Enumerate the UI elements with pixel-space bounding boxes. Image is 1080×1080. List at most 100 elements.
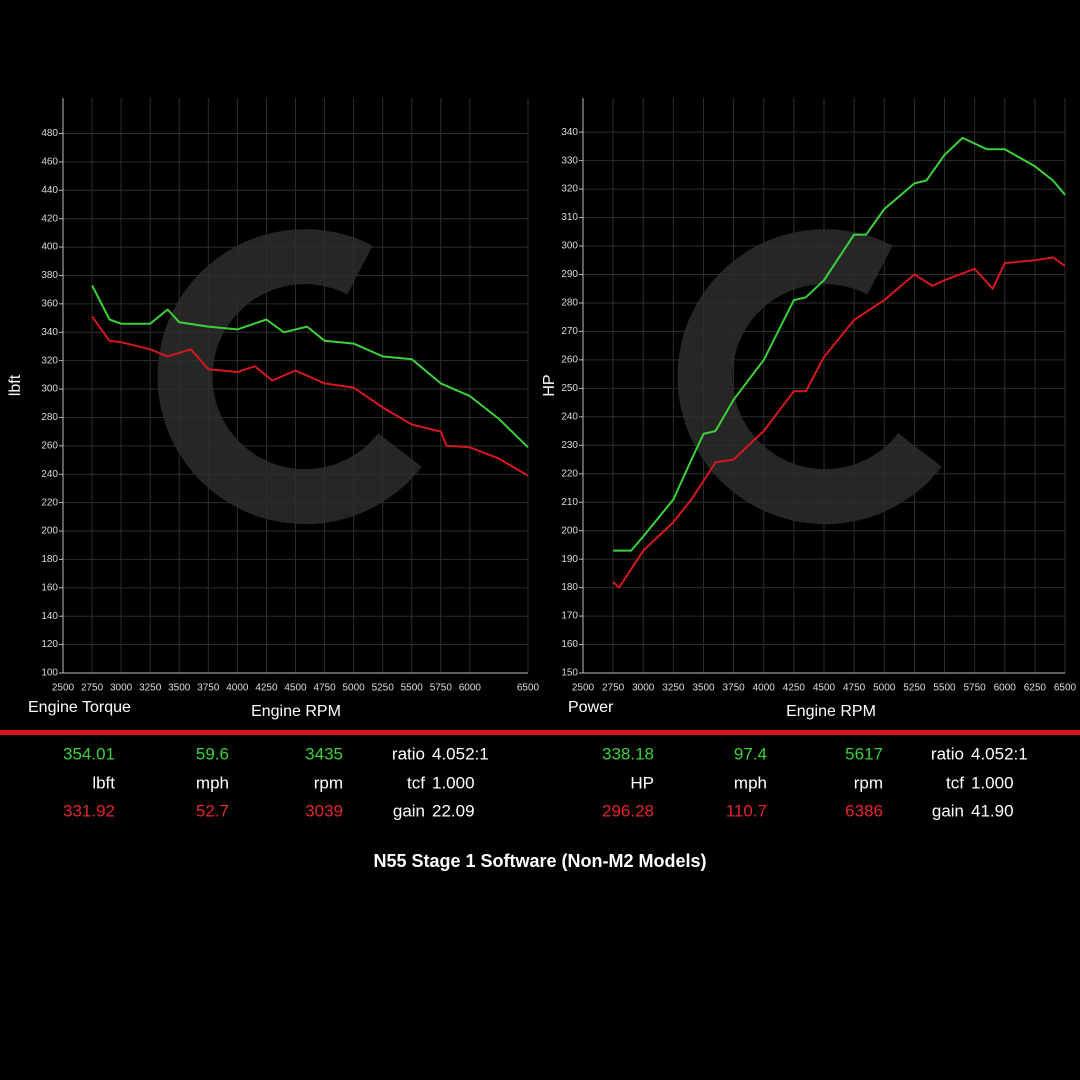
- stat-value: 354.01: [63, 744, 115, 763]
- x-tick-label: 3000: [110, 683, 133, 694]
- stat-value: 52.7: [196, 801, 229, 820]
- x-axis-label: Engine RPM: [251, 703, 341, 720]
- y-tick-label: 240: [41, 469, 58, 480]
- data-line: [613, 136, 1066, 552]
- y-tick-label: 160: [561, 639, 578, 650]
- info-value: 4.052:1: [432, 744, 489, 763]
- stat-value: mph: [734, 773, 767, 792]
- info-value: 1.000: [971, 773, 1014, 792]
- y-tick-label: 180: [41, 554, 58, 565]
- x-tick-label: 3000: [632, 683, 655, 694]
- y-tick-label: 170: [561, 611, 578, 622]
- y-tick-label: 120: [41, 639, 58, 650]
- y-axis-label: lbft: [7, 374, 24, 396]
- y-tick-label: 200: [41, 526, 58, 537]
- y-tick-label: 260: [561, 355, 578, 366]
- x-axis-label: Engine RPM: [786, 703, 876, 720]
- info-label: tcf: [946, 773, 964, 792]
- x-tick-label: 5750: [430, 683, 453, 694]
- x-tick-label: 5500: [401, 683, 424, 694]
- y-tick-label: 440: [41, 185, 58, 196]
- x-tick-label: 3750: [197, 683, 220, 694]
- y-tick-label: 230: [561, 440, 578, 451]
- y-tick-label: 360: [41, 299, 58, 310]
- x-tick-label: 4500: [284, 683, 307, 694]
- x-tick-label: 6500: [1054, 683, 1077, 694]
- x-tick-label: 2500: [52, 683, 75, 694]
- y-tick-label: 320: [41, 355, 58, 366]
- divider: [0, 730, 1080, 735]
- x-tick-label: 3250: [662, 683, 685, 694]
- y-tick-label: 380: [41, 270, 58, 281]
- info-label: ratio: [392, 744, 425, 763]
- stat-value: lbft: [92, 773, 115, 792]
- x-tick-label: 4250: [783, 683, 806, 694]
- data-line: [91, 284, 529, 449]
- watermark-logo: [157, 229, 942, 525]
- info-label: gain: [393, 801, 425, 820]
- x-tick-label: 3500: [692, 683, 715, 694]
- y-tick-label: 420: [41, 213, 58, 224]
- x-tick-label: 4250: [255, 683, 278, 694]
- x-tick-label: 2750: [602, 683, 625, 694]
- x-tick-label: 4000: [753, 683, 776, 694]
- y-tick-label: 280: [41, 412, 58, 423]
- x-tick-label: 5750: [964, 683, 987, 694]
- stat-value: 110.7: [726, 801, 767, 820]
- footer-title: N55 Stage 1 Software (Non-M2 Models): [373, 851, 706, 871]
- x-tick-label: 5250: [903, 683, 926, 694]
- x-tick-label: 3500: [168, 683, 191, 694]
- y-tick-label: 180: [561, 582, 578, 593]
- y-tick-label: 220: [561, 468, 578, 479]
- info-value: 4.052:1: [971, 744, 1028, 763]
- y-tick-label: 160: [41, 582, 58, 593]
- y-tick-label: 300: [41, 384, 58, 395]
- x-tick-label: 5250: [372, 683, 395, 694]
- y-tick-label: 290: [561, 269, 578, 280]
- stat-value: HP: [630, 773, 654, 792]
- x-tick-label: 4500: [813, 683, 836, 694]
- y-tick-label: 300: [561, 241, 578, 252]
- x-tick-label: 6500: [517, 683, 540, 694]
- stat-value: mph: [196, 773, 229, 792]
- x-tick-label: 5500: [933, 683, 956, 694]
- y-tick-label: 400: [41, 242, 58, 253]
- x-tick-label: 3250: [139, 683, 162, 694]
- y-tick-label: 330: [561, 155, 578, 166]
- info-label: ratio: [931, 744, 964, 763]
- data-line: [612, 256, 1066, 589]
- y-tick-label: 310: [561, 212, 578, 223]
- y-tick-label: 280: [561, 298, 578, 309]
- y-axis-label: HP: [541, 374, 558, 396]
- y-tick-label: 140: [41, 611, 58, 622]
- x-tick-label: 3750: [723, 683, 746, 694]
- data-line: [91, 316, 529, 477]
- info-label: gain: [932, 801, 964, 820]
- stat-value: 3039: [305, 801, 343, 820]
- stat-value: 97.4: [734, 744, 767, 763]
- info-value: 41.90: [971, 801, 1014, 820]
- stat-value: 6386: [845, 801, 883, 820]
- y-tick-label: 200: [561, 525, 578, 536]
- y-tick-label: 150: [561, 668, 578, 679]
- x-tick-label: 6000: [459, 683, 482, 694]
- y-tick-label: 260: [41, 440, 58, 451]
- x-tick-label: 5000: [343, 683, 366, 694]
- chart-title: Engine Torque: [28, 699, 131, 716]
- stat-value: 338.18: [602, 744, 654, 763]
- stat-value: 331.92: [63, 801, 115, 820]
- y-tick-label: 340: [41, 327, 58, 338]
- x-tick-label: 6250: [1024, 683, 1047, 694]
- chart-title: Power: [568, 699, 614, 716]
- x-tick-label: 4750: [313, 683, 336, 694]
- x-tick-label: 4750: [843, 683, 866, 694]
- info-label: tcf: [407, 773, 425, 792]
- stat-value: 59.6: [196, 744, 229, 763]
- y-tick-label: 250: [561, 383, 578, 394]
- stat-value: rpm: [854, 773, 883, 792]
- y-tick-label: 340: [561, 127, 578, 138]
- x-tick-label: 4000: [226, 683, 249, 694]
- y-tick-label: 190: [561, 554, 578, 565]
- x-tick-label: 2750: [81, 683, 104, 694]
